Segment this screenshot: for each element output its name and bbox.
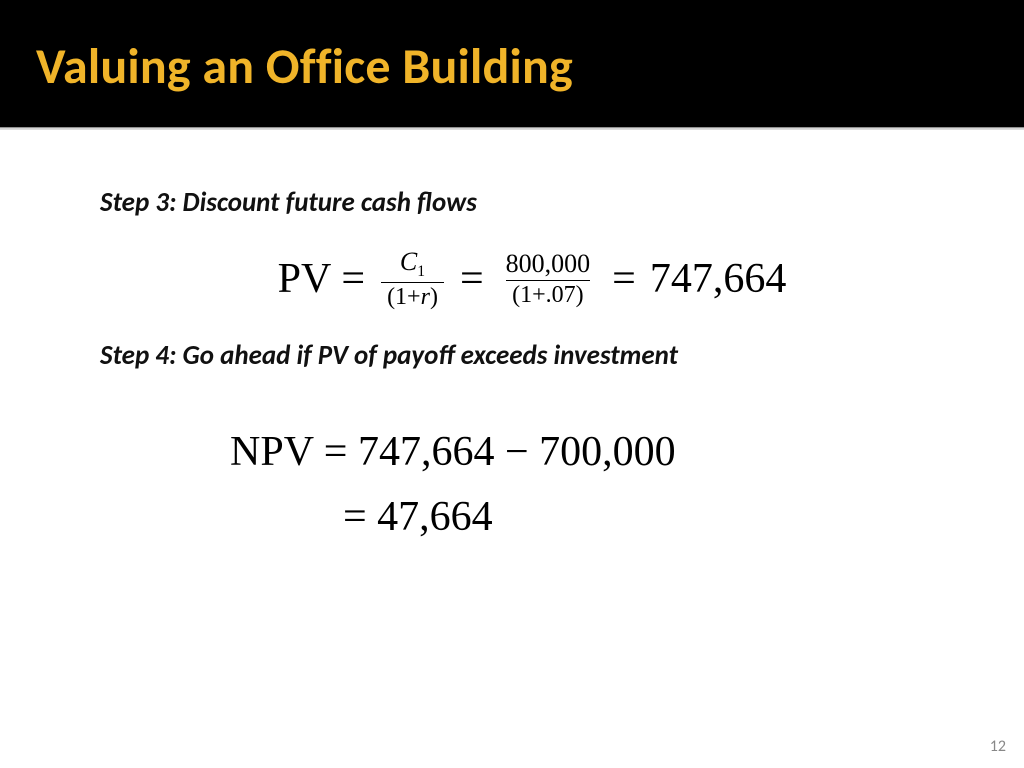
pv-lhs: PV (278, 255, 332, 303)
npv-line2: = 47,664 (343, 485, 964, 550)
equals-sign-3: = (612, 255, 636, 303)
title-bar: Valuing an Office Building (0, 0, 1024, 127)
c-subscript: 1 (417, 263, 425, 280)
equals-sign: = (341, 255, 365, 303)
slide: Valuing an Office Building Step 3: Disco… (0, 0, 1024, 768)
frac2-denominator: (1+.07) (506, 280, 590, 309)
pv-fraction-numeric: 800,000 (1+.07) (500, 249, 597, 309)
pv-fraction-symbolic: C1 (1+r) (381, 247, 444, 311)
frac1-denominator: (1+r) (381, 282, 444, 311)
slide-content: Step 3: Discount future cash flows PV = … (0, 130, 1024, 550)
c-var: C (400, 247, 417, 276)
equals-sign-2: = (460, 255, 484, 303)
step4-label: Step 4: Go ahead if PV of payoff exceeds… (100, 339, 964, 372)
frac2-numerator: 800,000 (500, 249, 597, 280)
pv-equation: PV = C1 (1+r) = 800,000 (1+.07) = 747,66… (100, 247, 964, 311)
slide-title: Valuing an Office Building (36, 36, 1024, 97)
page-number: 12 (990, 737, 1006, 756)
npv-line1: NPV = 747,664 − 700,000 (230, 420, 964, 485)
frac1-numerator: C1 (394, 247, 431, 282)
step3-label: Step 3: Discount future cash flows (100, 186, 964, 219)
npv-equation: NPV = 747,664 − 700,000 = 47,664 (230, 420, 964, 550)
pv-result: 747,664 (650, 255, 787, 303)
